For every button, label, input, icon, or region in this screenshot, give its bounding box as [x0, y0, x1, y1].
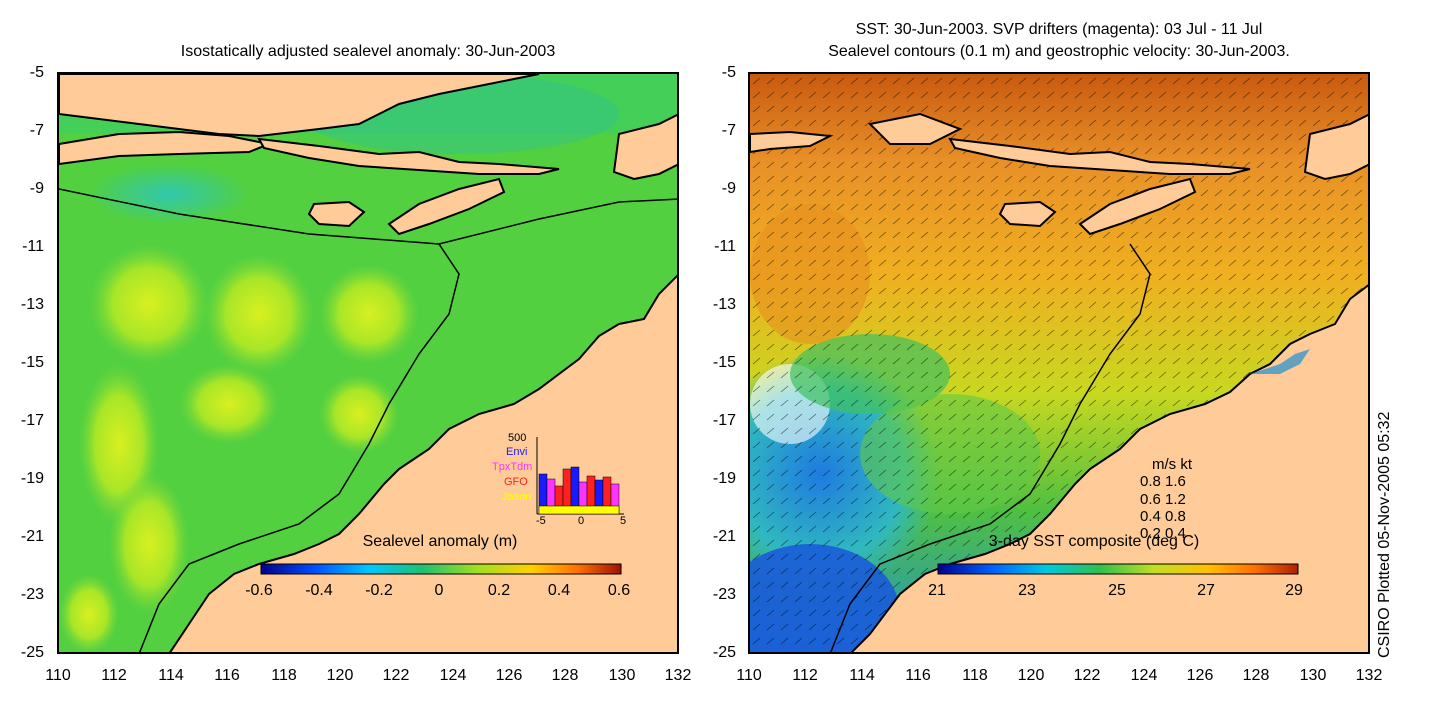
ytick: -21 [20, 528, 44, 545]
ytick: -13 [20, 296, 44, 313]
xtick: 124 [1130, 667, 1158, 684]
histogram-ymax: 500 [508, 432, 527, 444]
colorbar-label: -0.2 [365, 582, 393, 599]
histogram-xlabel: 0 [578, 515, 585, 527]
xtick: 118 [962, 667, 988, 684]
ytick: -13 [712, 296, 736, 313]
colorbar-label: 0.4 [547, 582, 571, 599]
ytick: -17 [20, 412, 44, 429]
xtick: 116 [905, 667, 931, 684]
xtick: 110 [736, 667, 762, 684]
right-panel-title-line1: SST: 30-Jun-2003. SVP drifters (magenta)… [855, 21, 1263, 38]
colorbar-label: 0.6 [607, 582, 631, 599]
velocity-key-row: 0.4 0.8 [1140, 508, 1186, 525]
ytick: -23 [20, 586, 44, 603]
xtick: 128 [1242, 667, 1270, 684]
sealevel-map [57, 72, 679, 654]
ytick: -15 [712, 354, 736, 371]
sealevel-map-graphic [59, 74, 677, 652]
colorbar-label: 27 [1197, 582, 1215, 599]
xtick: 122 [1073, 667, 1101, 684]
xtick: 118 [271, 667, 297, 684]
xtick: 122 [382, 667, 410, 684]
colorbar-label: 21 [928, 582, 946, 599]
sealevel-colorbar-title: Sealevel anomaly (m) [362, 533, 518, 550]
xtick: 126 [495, 667, 523, 684]
ytick: -19 [712, 470, 736, 487]
xtick: 120 [326, 667, 354, 684]
ytick: -9 [29, 180, 44, 197]
altimeter-histogram [536, 437, 624, 515]
xtick: 132 [664, 667, 692, 684]
legend-jason: Jason [502, 491, 532, 503]
legend-gfo: GFO [504, 476, 528, 488]
ytick: -5 [29, 64, 44, 81]
ytick: -11 [22, 238, 44, 255]
xtick: 132 [1355, 667, 1383, 684]
xtick: 114 [849, 667, 875, 684]
xtick: 112 [101, 667, 127, 684]
ytick: -7 [721, 122, 736, 139]
colorbar-label: 23 [1018, 582, 1036, 599]
ytick: -25 [20, 644, 44, 661]
xtick: 130 [608, 667, 636, 684]
sealevel-colorbar [260, 563, 622, 575]
velocity-key-header: m/s kt [1152, 456, 1192, 473]
xtick: 112 [792, 667, 818, 684]
sst-map-graphic [750, 74, 1368, 652]
velocity-key-row: 0.6 1.2 [1140, 491, 1186, 508]
ytick: -9 [721, 180, 736, 197]
ytick: -25 [712, 644, 736, 661]
ytick: -23 [712, 586, 736, 603]
ytick: -11 [714, 238, 736, 255]
ytick: -17 [712, 412, 736, 429]
colorbar-label: 25 [1108, 582, 1126, 599]
xtick: 120 [1017, 667, 1045, 684]
xtick: 116 [214, 667, 240, 684]
ytick: -7 [29, 122, 44, 139]
ytick: -19 [20, 470, 44, 487]
xtick: 126 [1186, 667, 1214, 684]
colorbar-label: 0 [434, 582, 444, 599]
xtick: 110 [45, 667, 71, 684]
xtick: 124 [439, 667, 467, 684]
sst-map [748, 72, 1370, 654]
sst-colorbar [937, 563, 1299, 575]
ytick: -21 [712, 528, 736, 545]
velocity-key-row: 0.8 1.6 [1140, 473, 1186, 490]
histogram-xlabel: 5 [620, 515, 627, 527]
colorbar-label: -0.4 [305, 582, 333, 599]
left-panel-title: Isostatically adjusted sealevel anomaly:… [180, 43, 556, 60]
xtick: 130 [1299, 667, 1327, 684]
xtick: 128 [551, 667, 579, 684]
right-panel-title-line2: Sealevel contours (0.1 m) and geostrophi… [828, 43, 1290, 60]
ytick: -15 [20, 354, 44, 371]
sst-colorbar-title: 3-day SST composite (deg C) [988, 533, 1200, 550]
histogram-xlabel: -5 [536, 515, 546, 527]
colorbar-label: 29 [1285, 582, 1303, 599]
plot-timestamp: CSIRO Plotted 05-Nov-2005 05:32 [1376, 411, 1393, 658]
colorbar-label: 0.2 [487, 582, 511, 599]
ytick: -5 [721, 64, 736, 81]
xtick: 114 [158, 667, 184, 684]
colorbar-label: -0.6 [245, 582, 273, 599]
velocity-key-row: 0.2 0.4 [1140, 525, 1186, 542]
legend-tpxtdm: TpxTdm [492, 461, 533, 473]
legend-envi: Envi [506, 446, 528, 458]
